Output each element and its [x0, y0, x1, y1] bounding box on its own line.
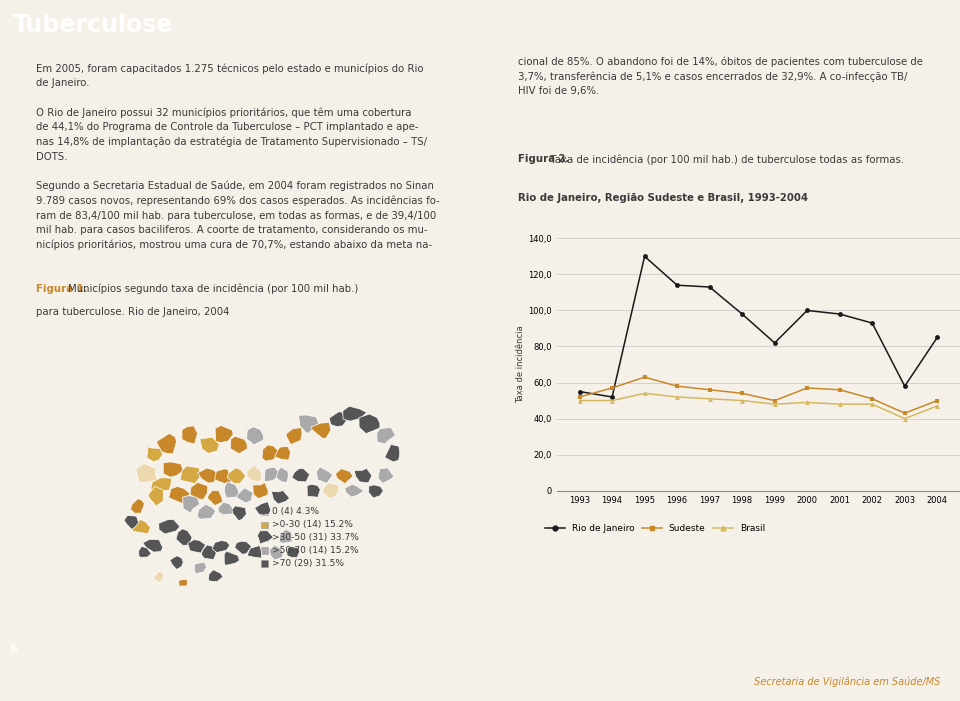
Text: Secretaria de Vigilância em Saúde/MS: Secretaria de Vigilância em Saúde/MS — [755, 677, 941, 687]
Text: para tuberculose. Rio de Janeiro, 2004: para tuberculose. Rio de Janeiro, 2004 — [36, 307, 230, 317]
Text: 0 (4) 4.3%: 0 (4) 4.3% — [272, 508, 319, 517]
Bar — [261, 534, 268, 541]
Y-axis label: Taxa de incidência: Taxa de incidência — [516, 326, 525, 403]
Bar — [261, 522, 268, 529]
Text: Figura 1.: Figura 1. — [36, 284, 88, 294]
Text: Figura 2.: Figura 2. — [518, 154, 570, 164]
Text: 6: 6 — [10, 644, 17, 654]
Text: Municípios segundo taxa de incidência (por 100 mil hab.): Municípios segundo taxa de incidência (p… — [68, 284, 359, 294]
Text: cional de 85%. O abandono foi de 14%, óbitos de pacientes com tuberculose de
3,7: cional de 85%. O abandono foi de 14%, ób… — [518, 56, 924, 96]
Bar — [261, 509, 268, 515]
Legend: Rio de Janeiro, Sudeste, Brasil: Rio de Janeiro, Sudeste, Brasil — [541, 520, 769, 537]
Bar — [261, 547, 268, 554]
Text: >50-70 (14) 15.2%: >50-70 (14) 15.2% — [272, 546, 358, 555]
Text: >30-50 (31) 33.7%: >30-50 (31) 33.7% — [272, 533, 358, 543]
Text: Em 2005, foram capacitados 1.275 técnicos pelo estado e municípios do Rio
de Jan: Em 2005, foram capacitados 1.275 técnico… — [36, 63, 441, 250]
Text: >70 (29) 31.5%: >70 (29) 31.5% — [272, 559, 344, 569]
Text: Tuberculose: Tuberculose — [12, 13, 173, 37]
Bar — [261, 560, 268, 567]
Text: Taxa de incidência (por 100 mil hab.) de tuberculose todas as formas.: Taxa de incidência (por 100 mil hab.) de… — [547, 154, 904, 165]
Text: Rio de Janeiro, Região Sudeste e Brasil, 1993-2004: Rio de Janeiro, Região Sudeste e Brasil,… — [518, 193, 808, 203]
Text: >0-30 (14) 15.2%: >0-30 (14) 15.2% — [272, 520, 352, 529]
